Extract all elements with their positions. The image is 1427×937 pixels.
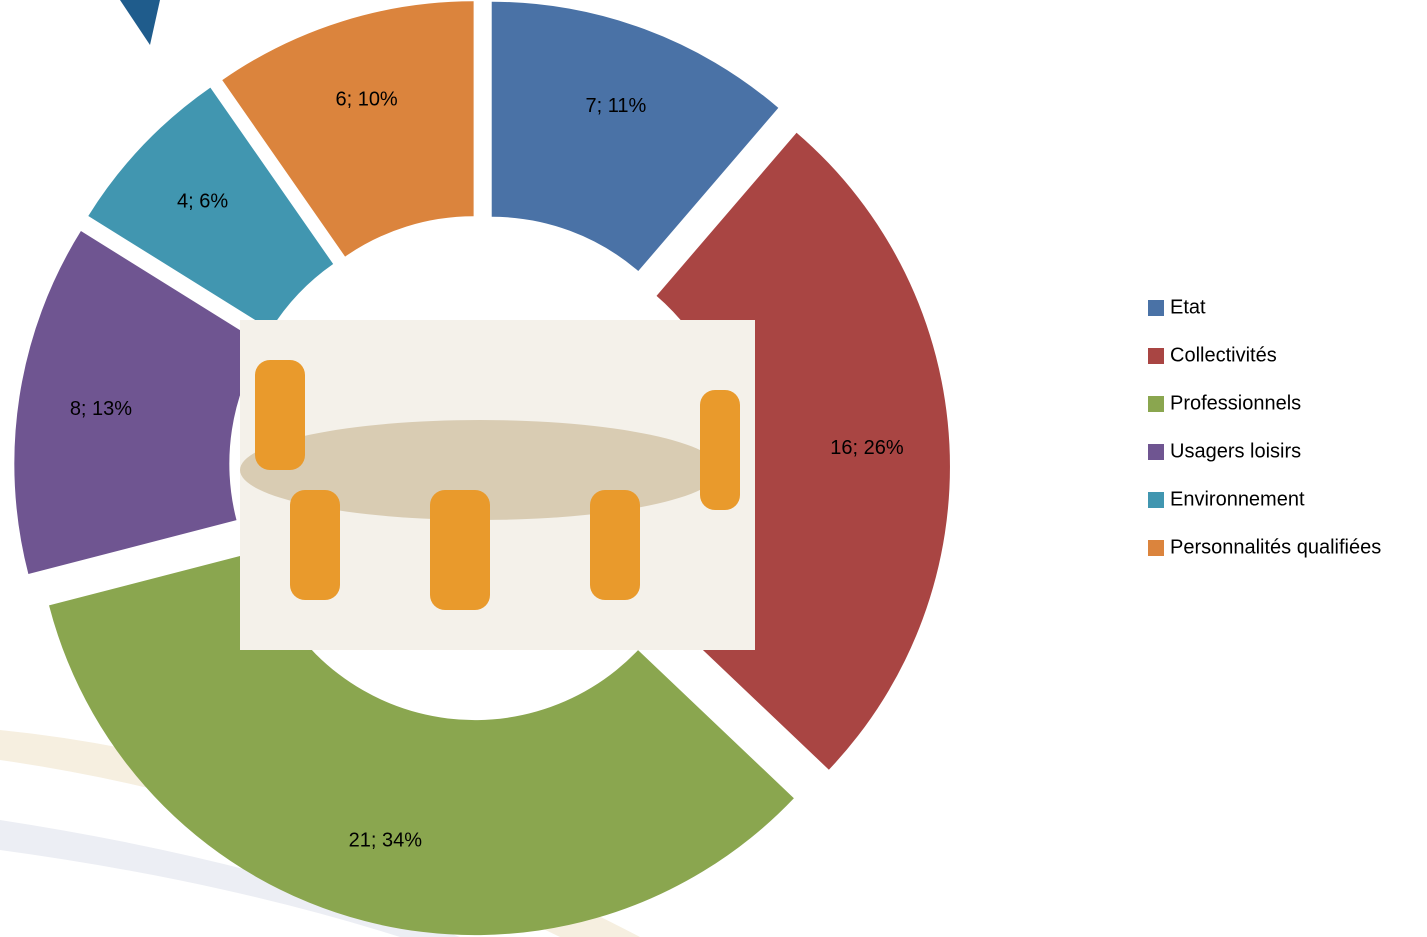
legend-label: Etat	[1170, 296, 1206, 318]
legend-swatch	[1148, 396, 1164, 412]
data-label: 4; 6%	[177, 191, 228, 213]
legend-swatch	[1148, 540, 1164, 556]
legend-label: Usagers loisirs	[1170, 440, 1301, 462]
legend-swatch	[1148, 444, 1164, 460]
legend-swatch	[1148, 300, 1164, 316]
legend-label: Environnement	[1170, 488, 1305, 510]
legend-swatch	[1148, 348, 1164, 364]
legend-label: Collectivités	[1170, 344, 1277, 366]
chart: 7; 11% 16; 26% 21; 34% 8; 13% 4; 6% 6; 10% Et…	[0, 0, 1427, 937]
legend-swatch	[1148, 492, 1164, 508]
data-label: 16; 26%	[830, 437, 904, 459]
logo	[120, 0, 160, 45]
data-label: 21; 34%	[349, 829, 423, 851]
data-label: 8; 13%	[70, 398, 132, 420]
center-illustration	[240, 320, 755, 650]
data-label: 6; 10%	[335, 88, 397, 110]
data-label: 7; 11%	[585, 95, 646, 117]
legend-label: Personnalités qualifiées	[1170, 536, 1381, 558]
legend-label: Professionnels	[1170, 392, 1301, 414]
